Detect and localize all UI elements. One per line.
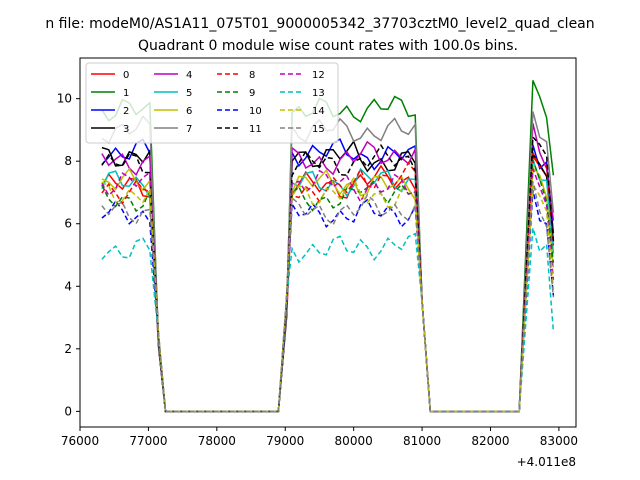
legend-label-10: 10 [249, 106, 262, 117]
x-tick-label: 78000 [198, 434, 236, 448]
series-line-4 [101, 123, 555, 413]
x-ticks: 76000 77000 78000 79000 80000 81000 82000 83000 [61, 427, 578, 448]
legend-label-14: 14 [312, 106, 325, 117]
x-tick-label: 80000 [335, 434, 373, 448]
y-tick-label: 4 [64, 279, 72, 293]
legend-label-7: 7 [186, 124, 192, 135]
x-tick-label: 77000 [129, 434, 167, 448]
legend-label-3: 3 [123, 124, 129, 135]
legend-label-2: 2 [123, 106, 129, 117]
chart-title: Quadrant 0 module wise count rates with … [138, 38, 518, 54]
legend-label-6: 6 [186, 106, 192, 117]
legend-label-12: 12 [312, 70, 325, 81]
x-offset-label: +4.011e8 [517, 455, 576, 469]
series-line-5 [101, 159, 555, 413]
x-tick-label: 82000 [471, 434, 509, 448]
series-line-7 [101, 111, 555, 413]
axes-frame [79, 57, 577, 428]
series-line-9 [101, 159, 555, 413]
legend-label-4: 4 [186, 70, 192, 81]
legend-box [85, 62, 339, 144]
suptitle: n file: modeM0/AS1A11_075T01_9000005342_… [45, 16, 594, 32]
series-line-13 [101, 227, 555, 413]
legend-label-5: 5 [186, 88, 192, 99]
legend-label-9: 9 [249, 88, 255, 99]
y-tick-label: 10 [57, 92, 72, 106]
y-tick-label: 8 [64, 154, 72, 168]
x-tick-label: 81000 [403, 434, 441, 448]
series-line-10 [101, 190, 555, 413]
series-line-14 [101, 176, 555, 413]
legend-label-1: 1 [123, 88, 129, 99]
y-tick-label: 0 [64, 404, 72, 418]
legend-label-11: 11 [249, 124, 262, 135]
series-line-0 [101, 154, 555, 413]
y-tick-label: 6 [64, 217, 72, 231]
series-line-15 [101, 181, 555, 413]
series-line-12 [101, 168, 555, 413]
y-ticks: 0 2 4 6 8 10 [57, 92, 80, 418]
series-line-3 [101, 139, 555, 413]
legend-label-13: 13 [312, 88, 325, 99]
series-line-8 [101, 152, 555, 413]
x-tick-label: 83000 [540, 434, 578, 448]
legend-label-0: 0 [123, 70, 129, 81]
series-line-6 [101, 166, 555, 413]
y-tick-label: 2 [64, 342, 72, 356]
legend-label-15: 15 [312, 124, 325, 135]
x-tick-label: 76000 [61, 434, 99, 448]
x-tick-label: 79000 [266, 434, 304, 448]
series-line-2 [101, 138, 555, 413]
legend-label-8: 8 [249, 70, 255, 81]
